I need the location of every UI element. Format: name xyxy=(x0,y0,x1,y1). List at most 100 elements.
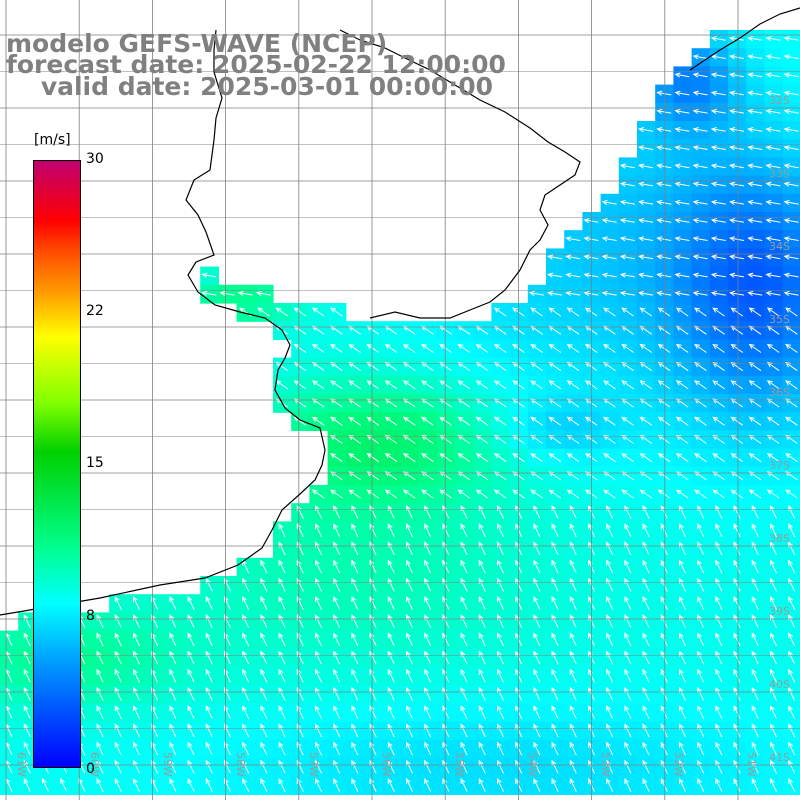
wind-arrow xyxy=(133,759,140,774)
wind-arrow xyxy=(674,254,690,260)
wind-arrow xyxy=(530,453,543,463)
wind-arrow xyxy=(424,741,432,756)
wind-arrow xyxy=(788,686,796,701)
wind-arrow xyxy=(660,686,668,701)
wind-arrow xyxy=(656,290,672,297)
wind-arrow xyxy=(788,632,796,647)
wind-arrow xyxy=(751,705,759,720)
wind-arrow xyxy=(712,453,725,463)
wind-arrow xyxy=(333,523,341,538)
wind-arrow xyxy=(348,489,361,499)
wind-arrow xyxy=(406,668,413,683)
wind-arrow xyxy=(406,759,413,774)
wind-arrow xyxy=(96,705,104,720)
wind-arrow xyxy=(785,434,798,444)
wind-arrow xyxy=(729,199,745,206)
wind-arrow xyxy=(692,218,708,224)
wind-arrow xyxy=(710,127,726,133)
wind-arrow xyxy=(369,595,377,610)
wind-arrow xyxy=(788,777,796,792)
wind-arrow xyxy=(402,453,416,463)
wind-arrow xyxy=(205,577,213,592)
wind-arrow xyxy=(785,343,798,353)
wind-arrow xyxy=(23,668,31,683)
wind-arrow xyxy=(387,723,395,738)
wind-arrow xyxy=(187,741,195,756)
wind-arrow xyxy=(770,614,777,629)
wind-arrow xyxy=(679,723,686,738)
wind-arrow xyxy=(621,362,634,372)
wind-arrow xyxy=(460,577,468,592)
wind-arrow xyxy=(478,559,486,574)
wind-arrow xyxy=(710,199,726,206)
wind-arrow xyxy=(478,686,486,701)
wind-arrow xyxy=(351,777,359,792)
wind-arrow xyxy=(424,650,432,665)
wind-arrow xyxy=(351,523,359,538)
wind-arrow xyxy=(606,577,614,592)
wind-arrow xyxy=(114,723,122,738)
wind-arrow xyxy=(660,650,668,665)
wind-arrow xyxy=(547,272,563,278)
wind-arrow xyxy=(657,307,671,317)
wind-arrow xyxy=(475,380,489,390)
wind-arrow xyxy=(497,723,504,738)
wind-arrow xyxy=(733,759,741,774)
wind-arrow xyxy=(315,723,322,738)
wind-arrow xyxy=(770,632,777,647)
wind-arrow xyxy=(624,668,632,683)
wind-arrow xyxy=(548,362,562,372)
wind-arrow xyxy=(96,777,104,792)
wind-arrow xyxy=(406,723,413,738)
wind-arrow xyxy=(679,759,686,774)
wind-arrow xyxy=(493,362,507,372)
wind-arrow xyxy=(751,668,759,683)
wind-arrow xyxy=(260,723,268,738)
wind-arrow xyxy=(406,705,413,720)
wind-arrow xyxy=(551,668,559,683)
wind-arrow xyxy=(710,181,726,187)
wind-arrow xyxy=(387,595,395,610)
wind-arrow xyxy=(369,632,377,647)
wind-arrow xyxy=(421,343,434,353)
wind-arrow xyxy=(424,668,432,683)
longitude-labels: 61W 60W 59W 58W 57W 56W 55W 54W 53W 52W 51W xyxy=(15,752,758,777)
wind-arrow xyxy=(493,307,507,317)
wind-arrow xyxy=(729,90,745,96)
wind-arrow xyxy=(205,632,213,647)
wind-arrow xyxy=(387,559,395,574)
wind-arrow xyxy=(384,380,398,390)
wind-arrow xyxy=(533,741,541,756)
wind-arrow xyxy=(475,489,489,499)
wind-arrow xyxy=(729,108,745,115)
latitude-label: 40S xyxy=(769,678,790,691)
wind-arrow xyxy=(242,741,250,756)
wind-arrow xyxy=(311,362,325,372)
wind-arrow xyxy=(694,380,707,390)
wind-arrow xyxy=(406,632,413,647)
wind-arrow xyxy=(237,290,253,297)
wind-arrow xyxy=(656,254,672,260)
wind-arrow xyxy=(311,343,325,353)
wind-arrow xyxy=(187,595,195,610)
wind-arrow xyxy=(457,489,471,499)
wind-arrow xyxy=(747,90,763,96)
wind-arrow xyxy=(715,614,723,629)
wind-arrow xyxy=(656,163,672,169)
wind-arrow xyxy=(624,686,632,701)
wind-arrow xyxy=(770,741,777,756)
wind-arrow xyxy=(697,614,705,629)
wind-arrow xyxy=(697,559,705,574)
longitude-label: 53W xyxy=(599,752,612,777)
wind-arrow xyxy=(351,614,359,629)
wind-arrow xyxy=(402,343,416,353)
wind-arrow xyxy=(639,380,653,390)
wind-arrow xyxy=(712,434,725,444)
wind-arrow xyxy=(205,595,213,610)
wind-arrow xyxy=(242,759,250,774)
wind-arrow xyxy=(715,777,723,792)
wind-arrow xyxy=(533,723,541,738)
wind-arrow xyxy=(675,380,689,390)
wind-arrow xyxy=(369,614,377,629)
wind-arrow xyxy=(751,632,759,647)
